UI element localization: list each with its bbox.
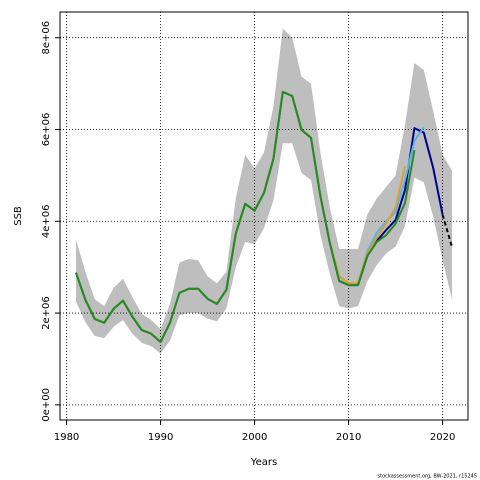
y-tick-label: 8e+06 xyxy=(41,21,52,55)
y-tick-label: 2e+06 xyxy=(41,296,52,330)
series-line xyxy=(441,214,453,248)
y-tick-label: 6e+06 xyxy=(41,113,52,147)
x-tick-label: 2020 xyxy=(430,432,455,443)
y-axis-label: SSB xyxy=(13,206,24,226)
footnote: stockassessment.org, BW-2021, r15245 xyxy=(378,474,477,480)
series-line xyxy=(75,90,416,343)
y-tick-label: 4e+06 xyxy=(41,204,52,238)
x-tick-label: 2000 xyxy=(242,432,267,443)
x-tick-label: 1980 xyxy=(54,432,79,443)
plot-frame xyxy=(59,11,469,421)
y-tick-label: 0e+00 xyxy=(41,388,52,422)
x-axis-label: Years xyxy=(250,457,277,468)
x-tick-label: 2010 xyxy=(336,432,361,443)
x-tick-label: 1990 xyxy=(148,432,173,443)
